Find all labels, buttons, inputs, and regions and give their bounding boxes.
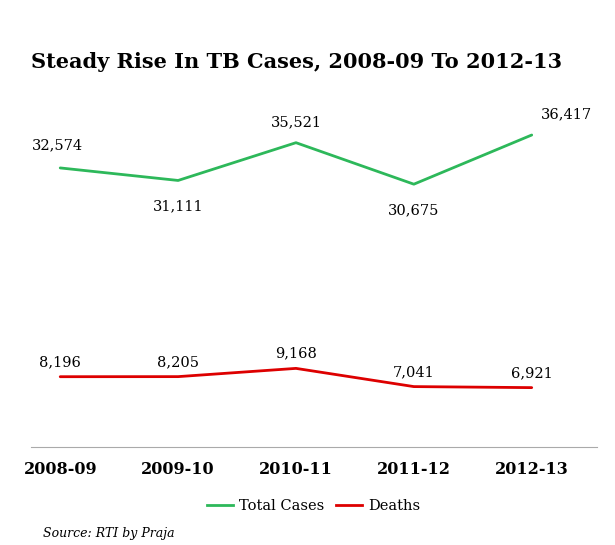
Text: 7,041: 7,041 [393, 365, 435, 379]
Text: 8,196: 8,196 [39, 355, 81, 369]
Text: 30,675: 30,675 [388, 203, 440, 217]
Text: Steady Rise In TB Cases, 2008-09 To 2012-13: Steady Rise In TB Cases, 2008-09 To 2012… [31, 52, 562, 72]
Text: 31,111: 31,111 [153, 199, 204, 213]
Legend: Total Cases, Deaths: Total Cases, Deaths [201, 493, 426, 519]
Text: 8,205: 8,205 [157, 355, 199, 369]
Text: Source: RTI by Praja: Source: RTI by Praja [43, 526, 175, 540]
Text: 36,417: 36,417 [541, 107, 592, 122]
Text: 6,921: 6,921 [511, 366, 553, 380]
Text: 32,574: 32,574 [33, 138, 84, 153]
Text: 9,168: 9,168 [275, 347, 317, 361]
Text: 35,521: 35,521 [271, 115, 322, 129]
